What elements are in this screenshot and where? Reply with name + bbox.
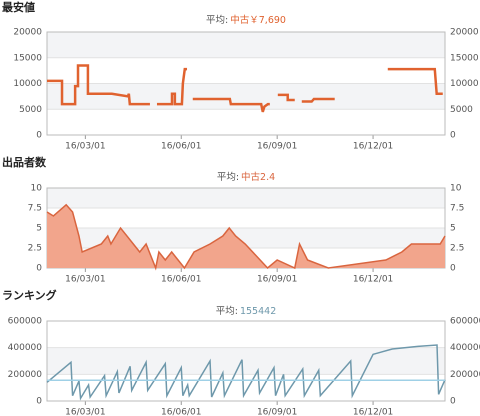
average-text: 平均: 中古2.4 (217, 171, 275, 183)
y2-tick-label: 7.5 (450, 204, 464, 214)
y-tick-label: 400000 (8, 343, 43, 353)
y2-tick-label: 10000 (450, 79, 479, 89)
x-tick-label: 16/06/01 (161, 275, 201, 285)
y2-tick-label: 2.5 (450, 244, 464, 254)
line (46, 203, 446, 271)
average-value: 中古2.4 (241, 171, 275, 183)
x-tick-label: 16/09/01 (257, 142, 297, 152)
y2-tick-label: 0 (450, 131, 456, 141)
x-tick-label: 16/06/01 (161, 142, 201, 152)
y2-tick-label: 10 (450, 184, 462, 194)
y-tick-label: 2.5 (28, 244, 42, 254)
average-text: 平均: 155442 (216, 305, 276, 317)
average-label: 平均: (216, 305, 238, 317)
y2-tick-label: 200000 (450, 370, 480, 380)
band (47, 188, 445, 208)
y-tick-label: 10000 (13, 79, 42, 89)
line (277, 93, 295, 102)
x-tick-label: 16/12/01 (353, 275, 393, 285)
x-tick-label: 16/12/01 (353, 142, 393, 152)
y-tick-label: 20000 (13, 28, 42, 38)
average-label: 平均: (206, 14, 228, 26)
panel-title: ランキング (2, 288, 57, 302)
y2-tick-label: 0 (450, 397, 456, 407)
average-text: 平均: 中古￥7,690 (206, 14, 286, 26)
y-tick-label: 600000 (8, 317, 43, 327)
x-tick-label: 16/09/01 (257, 408, 297, 416)
y2-tick-label: 400000 (450, 343, 480, 353)
x-tick-label: 16/03/01 (65, 275, 105, 285)
plot-border (46, 320, 446, 402)
y-tick-label: 0 (36, 264, 42, 274)
y-tick-label: 0 (36, 397, 42, 407)
average-value: 中古￥7,690 (230, 14, 286, 26)
panel-title: 最安値 (2, 0, 35, 14)
y-tick-label: 0 (36, 131, 42, 141)
x-tick-label: 16/09/01 (257, 275, 297, 285)
line (46, 344, 446, 401)
line (301, 97, 335, 103)
line (192, 97, 270, 113)
y-tick-label: 7.5 (28, 204, 42, 214)
x-tick-label: 16/03/01 (65, 142, 105, 152)
line (47, 64, 150, 106)
average-label: 平均: (217, 171, 239, 183)
band (47, 32, 445, 58)
band (47, 83, 445, 110)
panel-title: 出品者数 (2, 155, 47, 169)
y2-tick-label: 5 (450, 224, 456, 234)
y2-tick-label: 600000 (450, 317, 480, 327)
y-tick-label: 10 (31, 184, 43, 194)
average-value: 155442 (240, 306, 276, 317)
y-tick-label: 5 (36, 224, 42, 234)
y2-tick-label: 5000 (450, 105, 473, 115)
y-tick-label: 200000 (8, 370, 43, 380)
y-tick-label: 5000 (19, 105, 42, 115)
y2-tick-label: 20000 (450, 28, 479, 38)
x-tick-label: 16/03/01 (65, 408, 105, 416)
y2-tick-label: 15000 (450, 53, 479, 63)
y2-tick-label: 0 (450, 264, 456, 274)
y-tick-label: 15000 (13, 53, 42, 63)
plot-border (46, 31, 446, 136)
x-tick-label: 16/12/01 (353, 408, 393, 416)
line (387, 67, 443, 96)
line (156, 67, 188, 106)
x-tick-label: 16/06/01 (161, 408, 201, 416)
area (47, 204, 445, 268)
